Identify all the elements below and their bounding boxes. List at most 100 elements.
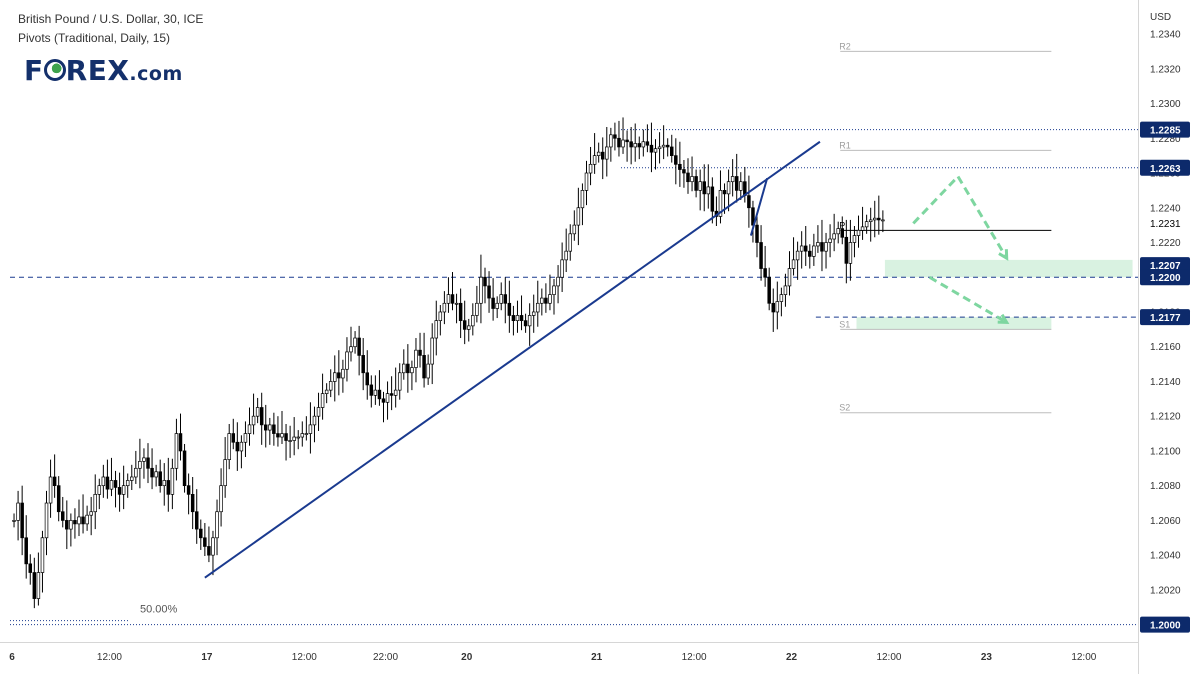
candle-body <box>411 368 414 373</box>
candle-body <box>358 338 361 355</box>
candle-body <box>808 251 811 256</box>
candle-body <box>427 364 430 378</box>
candle-body <box>520 315 523 320</box>
price-badge-label: 1.2000 <box>1150 621 1181 632</box>
candle-body <box>362 355 365 372</box>
candle-body <box>760 242 763 268</box>
candle-body <box>614 135 617 138</box>
candle-body <box>415 350 418 367</box>
candle-body <box>167 480 170 494</box>
candle-body <box>25 538 28 564</box>
candle-body <box>439 312 442 321</box>
candle-body <box>512 315 515 320</box>
candle-body <box>845 237 848 263</box>
y-tick-label: 1.2080 <box>1150 481 1181 492</box>
candle-body <box>484 277 487 286</box>
x-tick-label: 22 <box>786 652 798 663</box>
projection-arrow-2 <box>930 277 1007 322</box>
candle-body <box>516 315 519 320</box>
candle-body <box>833 234 836 239</box>
x-tick-label: 12:00 <box>682 652 707 663</box>
candle-body <box>573 225 576 234</box>
candle-body <box>601 152 604 159</box>
candle-body <box>208 546 211 555</box>
candle-body <box>475 303 478 315</box>
candle-body <box>57 486 60 512</box>
candle-body <box>881 220 884 221</box>
target-zone-1 <box>856 317 1051 329</box>
candle-body <box>21 503 24 538</box>
candle-body <box>272 425 275 434</box>
candle-body <box>216 512 219 538</box>
candle-body <box>297 437 300 438</box>
trendline-0[interactable] <box>205 142 820 578</box>
candle-body <box>711 187 714 211</box>
candle-body <box>220 486 223 512</box>
candle-body <box>78 517 81 524</box>
candle-body <box>17 503 20 520</box>
candle-body <box>605 147 608 159</box>
candle-body <box>179 434 182 451</box>
candle-body <box>147 458 150 468</box>
candle-body <box>329 381 332 390</box>
candle-body <box>65 520 68 529</box>
candle-body <box>687 173 690 182</box>
candle-body <box>496 303 499 308</box>
candle-body <box>581 190 584 207</box>
candle-body <box>772 303 775 312</box>
candle-body <box>577 208 580 225</box>
candle-body <box>735 176 738 190</box>
candle-body <box>654 149 657 152</box>
candle-body <box>642 142 645 147</box>
candle-body <box>29 564 32 573</box>
candle-body <box>281 434 284 437</box>
candle-body <box>82 517 85 524</box>
candle-body <box>609 135 612 147</box>
candle-body <box>236 442 239 451</box>
candle-body <box>41 538 44 573</box>
candle-body <box>390 394 393 396</box>
x-tick-label: 12:00 <box>292 652 317 663</box>
candle-body <box>195 512 198 529</box>
candle-body <box>309 425 312 434</box>
candle-body <box>585 173 588 190</box>
candle-body <box>459 303 462 320</box>
x-tick-label: 12:00 <box>876 652 901 663</box>
candle-body <box>630 142 633 147</box>
candle-body <box>228 434 231 460</box>
forex-logo: FREX.com <box>24 54 183 87</box>
candle-body <box>650 145 653 152</box>
candle-body <box>853 236 856 243</box>
candle-body <box>658 147 661 149</box>
candle-body <box>435 321 438 338</box>
candle-body <box>561 260 564 277</box>
pivot-label-r2: R2 <box>839 41 851 51</box>
y-tick-label: 1.2240 <box>1150 203 1181 214</box>
candle-body <box>240 442 243 451</box>
candle-body <box>504 295 507 304</box>
price-badge-label: 1.2200 <box>1150 273 1181 284</box>
candle-body <box>646 142 649 145</box>
candle-body <box>110 480 113 489</box>
candle-body <box>53 477 56 486</box>
candle-body <box>106 477 109 489</box>
candle-body <box>350 347 353 352</box>
candle-body <box>638 143 641 146</box>
pivot-indicator-label: Pivots (Traditional, Daily, 15) <box>18 31 170 45</box>
x-tick-label: 17 <box>201 652 213 663</box>
candle-body <box>203 538 206 547</box>
candle-body <box>212 538 215 555</box>
candle-body <box>155 472 158 477</box>
candle-body <box>756 225 759 242</box>
candle-body <box>480 277 483 303</box>
candle-body <box>792 260 795 269</box>
candle-body <box>776 302 779 312</box>
y-tick-label: 1.2140 <box>1150 377 1181 388</box>
candle-body <box>187 486 190 495</box>
candle-body <box>447 295 450 304</box>
candle-body <box>508 303 511 315</box>
candle-body <box>143 458 146 461</box>
candle-body <box>33 573 36 599</box>
candle-body <box>313 416 316 425</box>
